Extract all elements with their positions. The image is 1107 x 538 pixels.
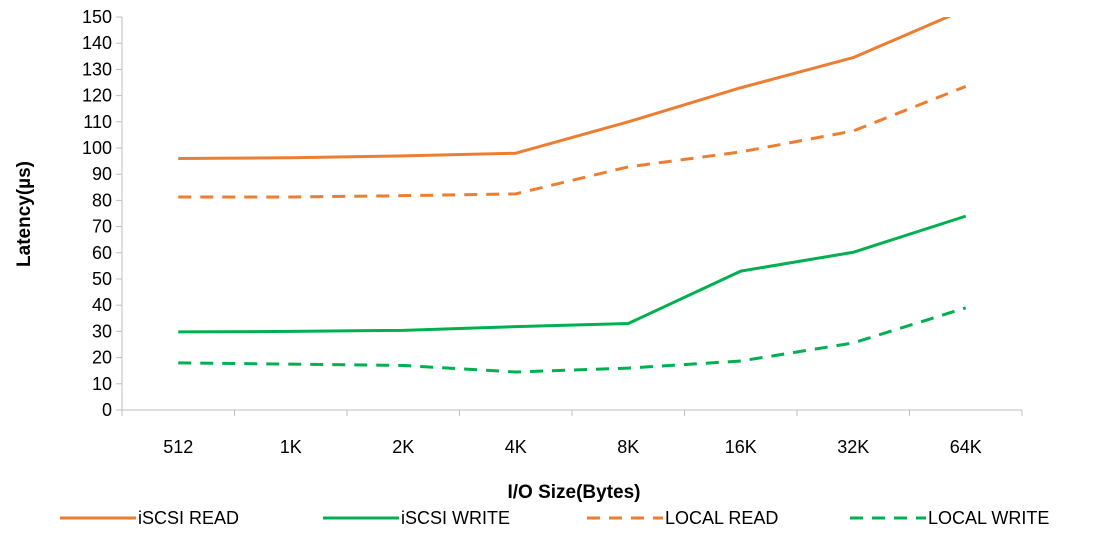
x-tick-label: 32K	[837, 437, 869, 457]
y-tick-label: 60	[92, 243, 112, 263]
y-tick-label: 50	[92, 269, 112, 289]
x-tick-label: 512	[163, 437, 193, 457]
y-tick-label: 100	[82, 138, 112, 158]
y-tick-label: 140	[82, 33, 112, 53]
y-tick-label: 0	[102, 400, 112, 420]
y-tick-label: 70	[92, 217, 112, 237]
series-line-iscsi-write	[178, 214, 967, 334]
y-axis-title: Latency(µs)	[14, 161, 35, 267]
x-tick-label: 16K	[725, 437, 757, 457]
x-tick-label: 4K	[505, 437, 527, 457]
y-tick-label: 120	[82, 86, 112, 106]
x-tick-label: 1K	[280, 437, 302, 457]
legend: iSCSI READ iSCSI WRITE LOCAL READ LOCAL WRI…	[60, 508, 1049, 528]
series-line-local-read	[178, 85, 967, 199]
legend-label: iSCSI READ	[138, 508, 239, 528]
y-tick-label: 110	[83, 112, 112, 132]
series-line-local-write	[178, 306, 967, 374]
x-tick-label: 8K	[617, 437, 639, 457]
y-tick-label: 130	[82, 59, 112, 79]
y-tick-label: 150	[82, 7, 112, 27]
x-tick-label: 64K	[950, 437, 982, 457]
x-tick-label: 2K	[392, 437, 414, 457]
legend-label: LOCAL READ	[665, 508, 778, 528]
legend-label: LOCAL WRITE	[928, 508, 1049, 528]
y-tick-label: 40	[92, 295, 112, 315]
y-tick-label: 80	[92, 190, 112, 210]
x-axis-ticks: 512 1K 2K 4K 8K 16K 32K 64K	[121, 410, 1023, 457]
y-tick-label: 30	[92, 321, 112, 341]
y-axis-ticks: 0 10 20 30 40 50 60 70 80 90 100 110 120 130 140 150	[82, 7, 122, 420]
x-axis-title: I/O Size(Bytes)	[507, 482, 640, 503]
y-tick-label: 90	[92, 164, 112, 184]
y-tick-label: 10	[92, 374, 112, 394]
y-tick-label: 20	[92, 348, 112, 368]
series-line-iscsi-read	[178, 17, 952, 160]
legend-label: iSCSI WRITE	[401, 508, 510, 528]
series-lines	[178, 17, 967, 374]
